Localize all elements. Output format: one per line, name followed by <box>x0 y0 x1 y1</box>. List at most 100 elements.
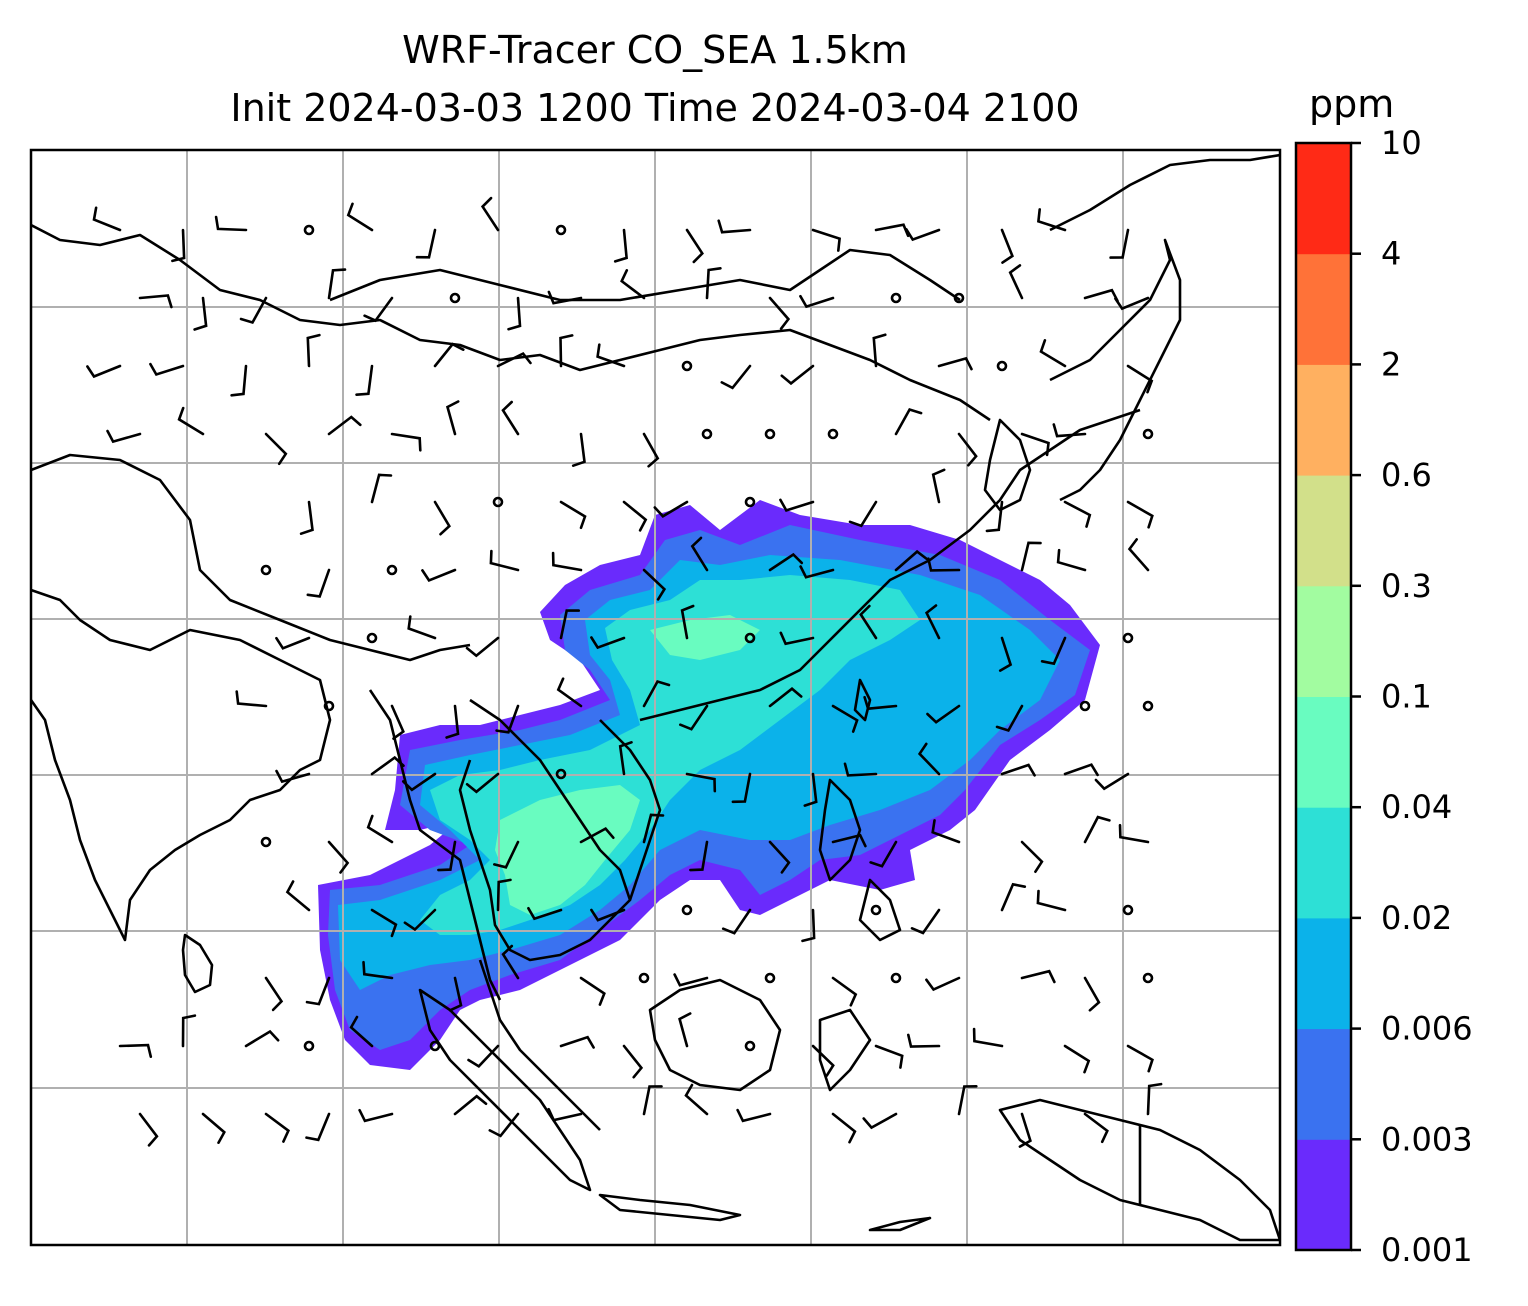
wind-barb <box>937 356 973 371</box>
colorbar-tick-label: 10 <box>1381 124 1422 162</box>
wind-barb <box>1056 548 1087 572</box>
sulawesi-coastline <box>818 1008 872 1092</box>
wind-barb <box>1114 296 1150 311</box>
myanmar-border <box>368 689 502 1001</box>
wind-barb <box>465 636 500 658</box>
wind-barb <box>642 1085 663 1116</box>
colorbar-segment <box>1296 917 1351 1030</box>
colorbar-segment <box>1296 1028 1351 1140</box>
calm-wind-marker <box>1142 700 1154 712</box>
wind-barb <box>1040 636 1067 666</box>
wind-barb <box>445 704 460 739</box>
wind-barb <box>138 294 173 309</box>
colorbar-segment <box>1296 253 1351 365</box>
wind-barb <box>437 840 457 872</box>
calm-wind-marker <box>260 564 272 576</box>
wind-barb <box>998 636 1013 672</box>
wind-barb <box>507 296 522 331</box>
wind-barb <box>453 1094 488 1116</box>
wind-barb <box>972 1027 1004 1048</box>
map-title-line1: WRF-Tracer CO_SEA 1.5km <box>402 28 908 72</box>
wind-barb <box>689 840 709 872</box>
wind-barb <box>390 704 405 740</box>
wind-barb <box>872 333 887 368</box>
colorbar-segment <box>1296 696 1351 808</box>
wind-barb <box>149 362 185 377</box>
wind-barb <box>489 549 520 572</box>
wind-barb <box>803 772 818 807</box>
vietnam-coast <box>599 719 662 901</box>
wind-barb <box>1008 264 1024 300</box>
wind-barb <box>547 290 583 305</box>
colorbar-tick-label: 0.02 <box>1381 899 1452 937</box>
calm-wind-marker <box>870 904 882 916</box>
wind-barb <box>235 690 268 708</box>
wind-barb <box>496 878 512 912</box>
colorbar-tick-label: 0.6 <box>1381 456 1432 494</box>
calm-wind-marker <box>449 292 461 304</box>
calm-wind-marker <box>1079 700 1091 712</box>
wind-barb <box>1036 208 1067 232</box>
wind-barb <box>874 223 910 238</box>
wind-barb <box>613 228 628 263</box>
wind-barb <box>1083 1112 1109 1144</box>
calm-wind-marker <box>638 972 650 984</box>
wind-barb <box>924 604 941 640</box>
wind-barb <box>275 769 311 784</box>
wind-barb <box>926 704 961 724</box>
map-frame <box>29 148 1282 1247</box>
wind-barb <box>848 500 878 528</box>
wind-barb <box>590 908 626 922</box>
colorbar-tick-label: 0.001 <box>1381 1231 1473 1269</box>
wind-barb <box>721 908 752 935</box>
calm-wind-marker <box>555 224 567 236</box>
colorbar-segment <box>1296 143 1351 255</box>
wind-barb <box>596 343 626 368</box>
calm-wind-marker <box>701 428 713 440</box>
china-south-coast <box>639 408 1141 722</box>
calm-wind-marker <box>744 632 756 644</box>
colorbar-segment <box>1296 807 1351 919</box>
mongolia-border <box>329 248 961 302</box>
wind-barb <box>894 407 923 436</box>
colorbar-tick-label: 0.1 <box>1381 678 1432 716</box>
wind-barb <box>673 973 709 987</box>
wind-barb <box>779 498 815 512</box>
new-guinea-coastline <box>998 1098 1280 1242</box>
java-coastline <box>598 1193 742 1222</box>
wind-barb <box>1020 432 1050 457</box>
russia-coast <box>1049 153 1280 232</box>
wind-barb <box>768 552 804 572</box>
wind-barb <box>551 551 583 572</box>
plume-level-5 <box>495 785 640 915</box>
wind-barb <box>1126 364 1154 394</box>
wind-barb <box>1063 500 1092 528</box>
wind-barb <box>679 704 709 731</box>
calm-wind-marker <box>744 1040 756 1052</box>
wind-barb <box>547 1107 583 1122</box>
wind-barb <box>493 840 520 869</box>
wind-barb <box>407 615 437 640</box>
wind-barb <box>495 704 520 734</box>
wind-barb <box>527 907 563 921</box>
wind-barb <box>106 429 142 444</box>
calm-wind-marker <box>764 972 776 984</box>
wind-barb <box>910 908 941 935</box>
wind-barb <box>1126 500 1154 529</box>
colorbar-segment <box>1296 364 1351 476</box>
calm-wind-marker <box>996 360 1008 372</box>
japan-coastline <box>1049 238 1182 502</box>
wind-barb <box>985 500 1004 533</box>
wind-barb <box>731 772 752 804</box>
wind-barb <box>239 296 268 325</box>
calm-wind-marker <box>681 360 693 372</box>
wind-barb <box>859 604 878 640</box>
wind-barb <box>680 604 695 640</box>
wind-barb <box>403 908 437 932</box>
wind-barb <box>1063 1044 1091 1074</box>
calm-wind-marker <box>890 972 902 984</box>
co-tracer-plume <box>318 500 1100 1070</box>
colorbar-tick-label: 0.003 <box>1381 1120 1473 1158</box>
wind-barb <box>801 908 816 943</box>
